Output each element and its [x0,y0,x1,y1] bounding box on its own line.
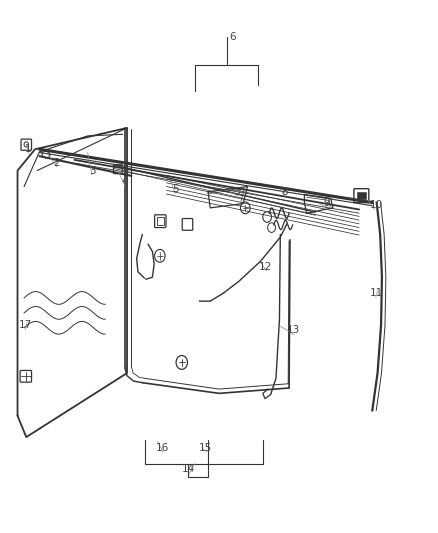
FancyBboxPatch shape [155,215,166,228]
Text: 4: 4 [121,176,128,186]
Text: 16: 16 [155,443,169,453]
Text: 7: 7 [235,187,242,197]
FancyBboxPatch shape [182,219,193,230]
Text: 6: 6 [229,33,236,42]
Text: 12: 12 [258,262,272,271]
Text: 11: 11 [370,288,383,298]
Text: 2: 2 [53,158,60,167]
FancyBboxPatch shape [357,192,366,199]
Text: 5: 5 [172,184,179,194]
Text: 14: 14 [182,464,195,474]
Text: 9: 9 [323,198,330,207]
Text: 17: 17 [19,320,32,330]
Text: 8: 8 [281,187,288,197]
FancyBboxPatch shape [21,139,32,150]
Text: 3: 3 [88,166,95,175]
Text: 10: 10 [370,200,383,210]
FancyBboxPatch shape [113,165,122,174]
Text: 13: 13 [287,326,300,335]
Text: 1: 1 [25,144,32,154]
Text: 15: 15 [199,443,212,453]
FancyBboxPatch shape [354,189,369,203]
